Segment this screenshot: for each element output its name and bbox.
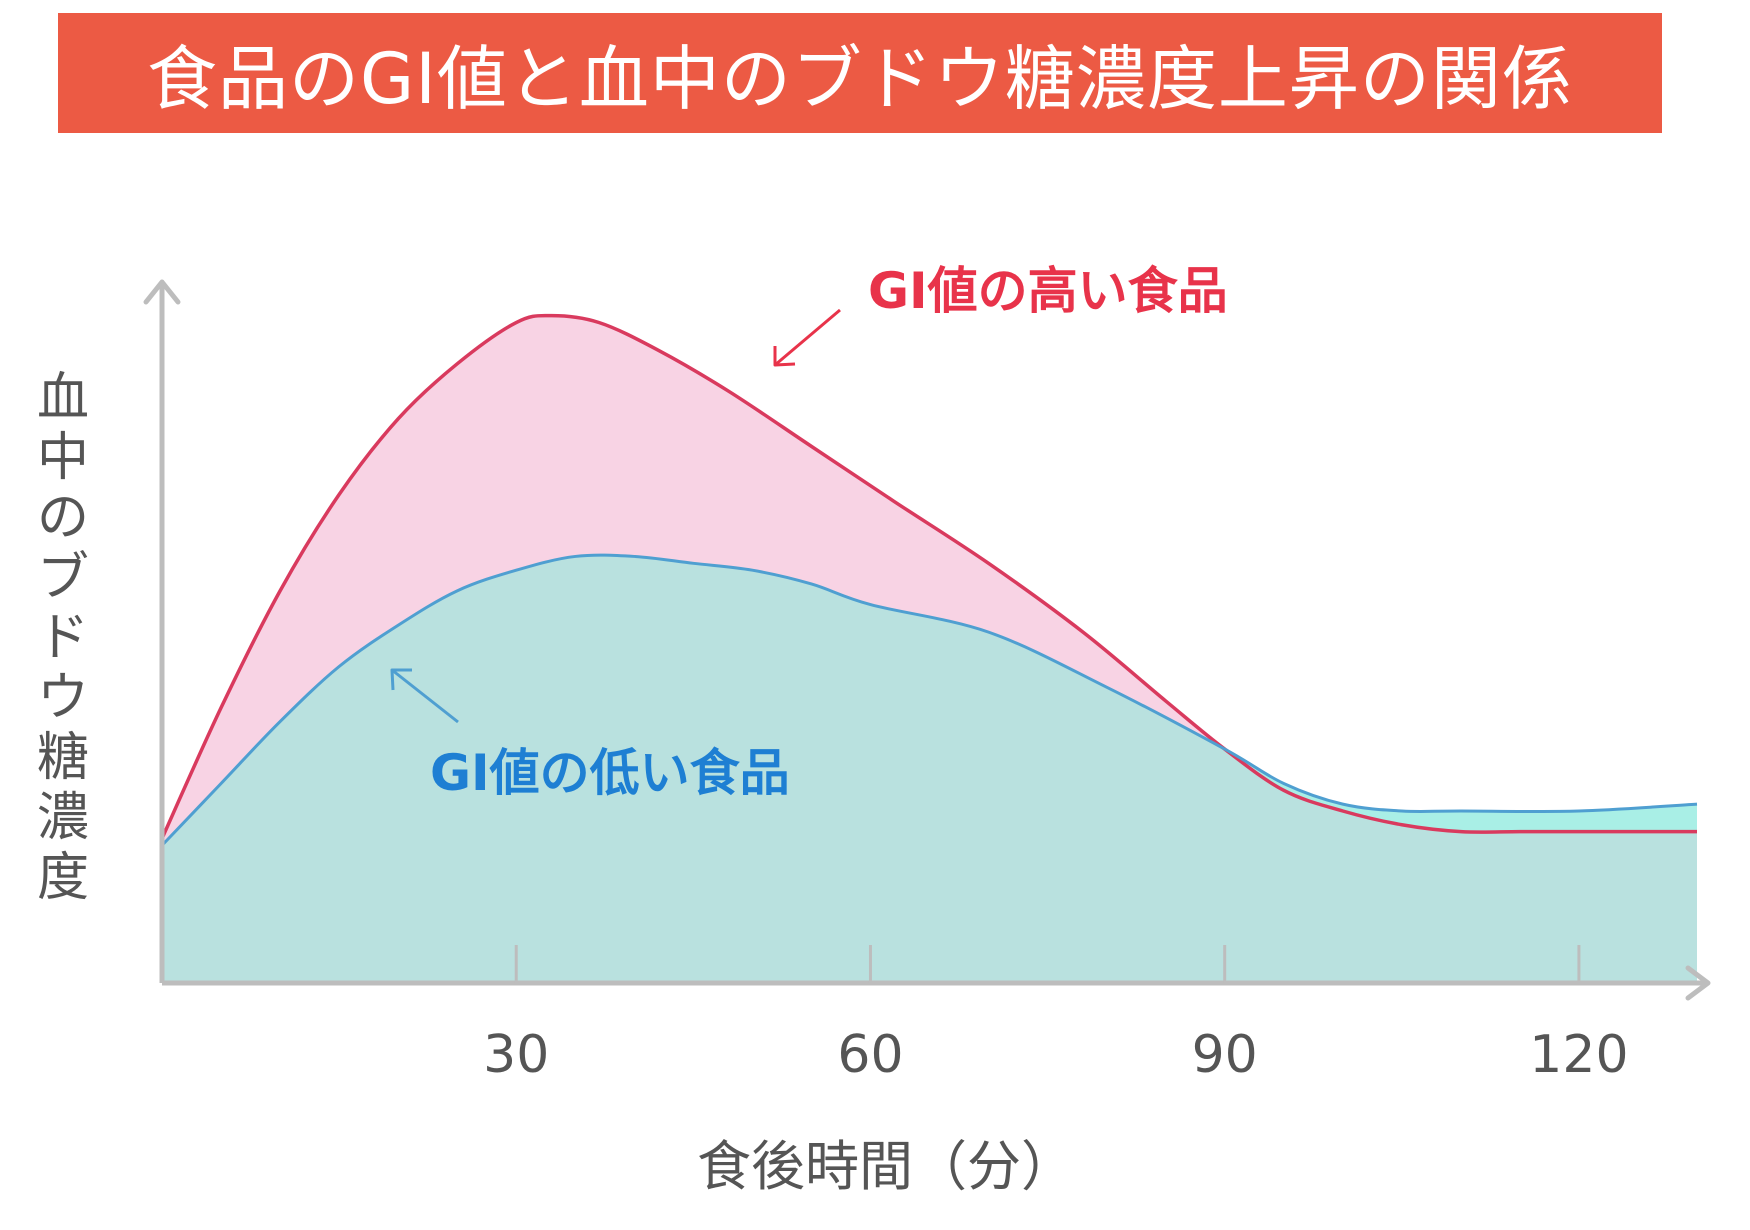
y-axis-label-char: ド	[36, 608, 89, 668]
high-gi-pointer-arrow	[774, 308, 841, 367]
high-gi-pointer-arrowhead	[773, 346, 796, 367]
y-axis-label-char: 糖	[36, 728, 89, 788]
x-tick-label: 60	[837, 1025, 903, 1085]
y-axis-label-char: 中	[36, 428, 89, 488]
low-gi-line	[160, 553, 1698, 847]
y-axis-label-char: の	[36, 488, 89, 548]
x-axis-arrowhead	[1685, 965, 1711, 1001]
high-gi-label: GI値の高い食品	[868, 262, 1228, 320]
x-axis-label: 食後時間（分）	[697, 1135, 1075, 1198]
low-gi-area	[162, 555, 1697, 983]
y-axis-label-char: ウ	[36, 668, 89, 728]
y-axis-label-char: ブ	[36, 548, 89, 608]
low-gi-label: GI値の低い食品	[430, 744, 790, 802]
y-axis-label-char: 血	[36, 368, 89, 428]
y-axis-label-char: 濃	[36, 788, 89, 848]
y-axis-label-char: 度	[36, 848, 89, 908]
y-axis-label: 血中のブドウ糖濃度	[28, 368, 98, 908]
x-tick-label: 90	[1192, 1025, 1258, 1085]
low-gi-pointer-arrowhead	[390, 668, 412, 691]
title-banner: 食品のGI値と血中のブドウ糖濃度上昇の関係	[58, 13, 1662, 133]
low-gi-pointer-arrow	[391, 668, 459, 724]
x-tick-label: 30	[483, 1025, 549, 1085]
x-tick-label: 120	[1529, 1025, 1628, 1085]
y-axis-arrowhead	[143, 279, 181, 305]
high-gi-line	[160, 313, 1697, 840]
chart-title: 食品のGI値と血中のブドウ糖濃度上昇の関係	[147, 37, 1573, 120]
